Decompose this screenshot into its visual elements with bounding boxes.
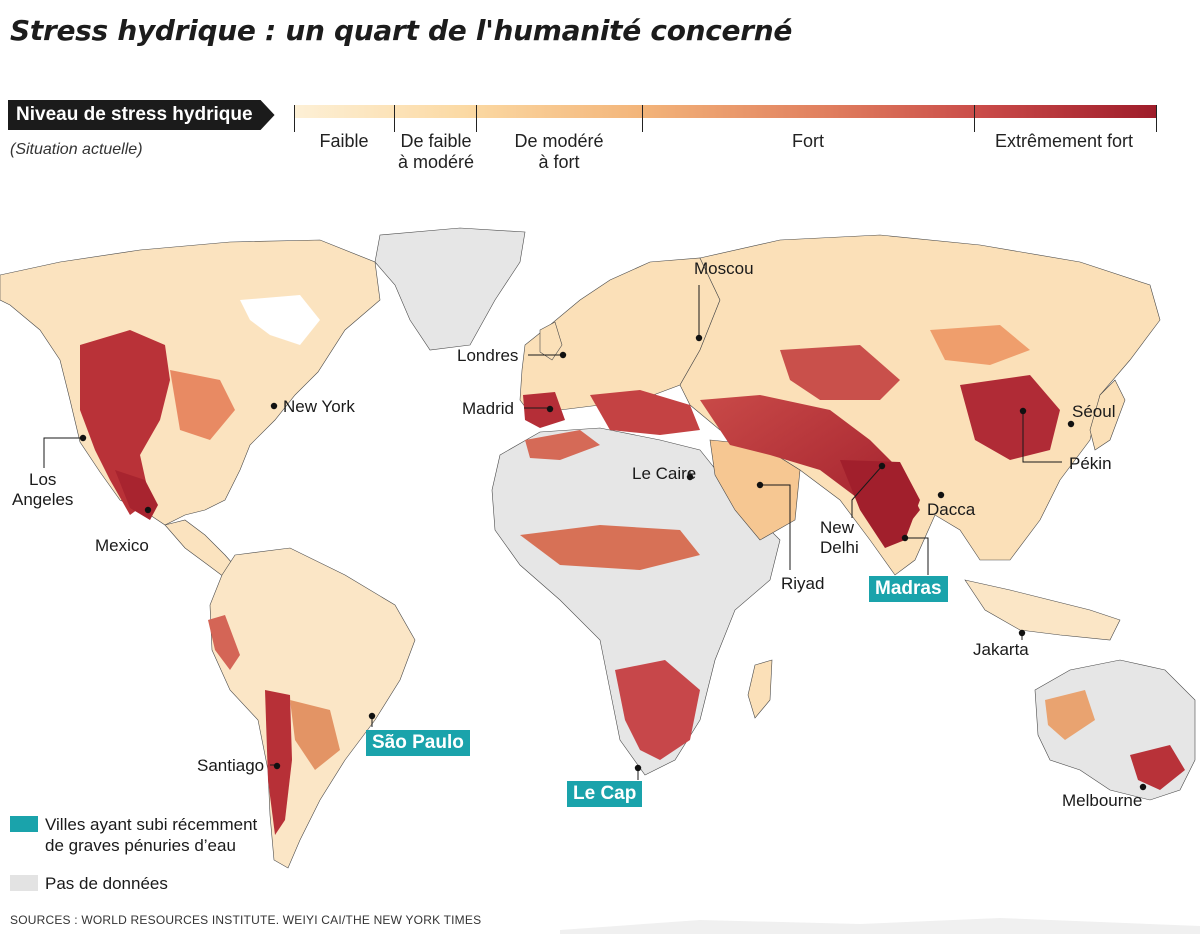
stress-zone-andes	[265, 690, 292, 835]
legend-heading: Niveau de stress hydrique	[8, 100, 275, 130]
city-label-santiago: Santiago	[197, 756, 265, 775]
city-dot-seoul	[1067, 420, 1075, 428]
stress-zone-southern-africa	[615, 660, 700, 760]
city-label-new-delhi: New Delhi	[820, 518, 859, 557]
leader-line-new-delhi	[851, 465, 883, 518]
scale-tick	[1156, 105, 1157, 132]
legend-swatch-shortage	[10, 816, 38, 832]
city-dot-le-caire	[686, 473, 694, 481]
city-label-pekin: Pékin	[1069, 454, 1112, 473]
city-label-los-angeles: Los Angeles	[12, 470, 74, 509]
city-dot-londres	[559, 351, 567, 359]
city-label-riyad: Riyad	[781, 574, 825, 593]
city-label-melbourne: Melbourne	[1062, 791, 1143, 810]
stress-zone-mediterranean	[590, 390, 700, 435]
japan-landmass	[1089, 379, 1126, 451]
landmasses	[0, 227, 1200, 934]
city-label-le-caire: Le Caire	[632, 464, 697, 483]
scale-label-modere-fort: De modéré à fort	[514, 131, 604, 172]
scale-tick	[974, 105, 975, 132]
city-dot-riyad	[756, 481, 764, 489]
stress-zone-western-us	[80, 330, 170, 515]
madagascar-landmass	[747, 659, 773, 719]
leader-line-pekin	[1022, 412, 1062, 463]
stress-zone-mongolia	[930, 325, 1030, 365]
legend-subheading: (Situation actuelle)	[10, 141, 143, 158]
antarctica-landmass	[560, 918, 1200, 934]
city-dot-los-angeles	[79, 434, 87, 442]
stress-scale-bar	[294, 105, 1157, 118]
asia-landmass	[679, 234, 1161, 576]
uk-landmass	[539, 321, 563, 361]
city-label-new-york: New York	[283, 397, 355, 416]
stress-zone-australia-w	[1045, 690, 1095, 740]
city-dot-moscou	[695, 334, 703, 342]
city-label-moscou: Moscou	[694, 259, 754, 278]
map-title: Stress hydrique : un quart de l'humanité…	[10, 14, 793, 47]
city-dot-dacca	[937, 491, 945, 499]
city-label-londres: Londres	[457, 346, 519, 365]
scale-label-faible-modere: De faible à modéré	[397, 131, 475, 172]
city-label-madrid: Madrid	[462, 399, 514, 418]
indonesia-landmass	[964, 579, 1121, 641]
city-dot-jakarta	[1018, 629, 1026, 637]
stress-zone-india	[840, 460, 920, 548]
stress-zone-peru	[208, 615, 240, 670]
source-credit: SOURCES : WORLD RESOURCES INSTITUTE. WEI…	[10, 913, 482, 927]
city-label-madras: Madras	[869, 576, 948, 602]
city-dot-madrid	[546, 405, 554, 413]
stress-zone-sahel	[520, 525, 700, 570]
city-dot-mexico	[144, 506, 152, 514]
scale-tick	[642, 105, 643, 132]
scale-label-fort: Fort	[791, 131, 825, 151]
leader-lines	[43, 285, 1062, 780]
city-dot-melbourne	[1139, 783, 1147, 791]
city-label-sao-paulo: São Paulo	[366, 730, 470, 756]
city-dot-new-delhi	[878, 462, 886, 470]
hudson-bay	[240, 295, 320, 345]
city-dots	[79, 334, 1147, 791]
city-dot-new-york	[270, 402, 278, 410]
leader-line-madras	[905, 537, 929, 575]
city-dot-le-cap	[634, 764, 642, 772]
leader-line-los-angeles	[43, 437, 82, 468]
scale-label-faible: Faible	[319, 131, 369, 151]
stress-zone-china	[960, 375, 1060, 460]
legend-swatch-no-data	[10, 875, 38, 891]
city-dot-pekin	[1019, 407, 1027, 415]
city-dot-santiago	[273, 762, 281, 770]
africa-landmass	[491, 427, 781, 776]
city-label-mexico: Mexico	[95, 536, 149, 555]
city-label-dacca: Dacca	[927, 500, 976, 519]
stress-zone-central-asia	[780, 345, 900, 400]
leader-line-riyad	[760, 484, 791, 570]
scale-tick	[294, 105, 295, 132]
city-dot-madras	[901, 534, 909, 542]
stress-zone-north-africa	[525, 430, 600, 460]
greenland-landmass	[374, 227, 526, 351]
stress-zone-spain	[523, 392, 565, 428]
legend-label-shortage: Villes ayant subi récemment de graves pé…	[45, 815, 258, 855]
scale-label-extremement-fort: Extrêmement fort	[994, 131, 1134, 151]
city-label-jakarta: Jakarta	[973, 640, 1029, 659]
stress-zone-argentina	[290, 700, 340, 770]
stress-zone-australia-se	[1130, 745, 1185, 790]
legend-label-no-data: Pas de données	[45, 874, 168, 893]
scale-tick	[476, 105, 477, 132]
scale-tick	[394, 105, 395, 132]
city-label-seoul: Séoul	[1072, 402, 1116, 421]
high-stress-regions	[80, 325, 1185, 835]
stress-zone-central-us	[170, 370, 235, 440]
city-label-le-cap: Le Cap	[567, 781, 643, 807]
city-dot-sao-paulo	[368, 712, 376, 720]
